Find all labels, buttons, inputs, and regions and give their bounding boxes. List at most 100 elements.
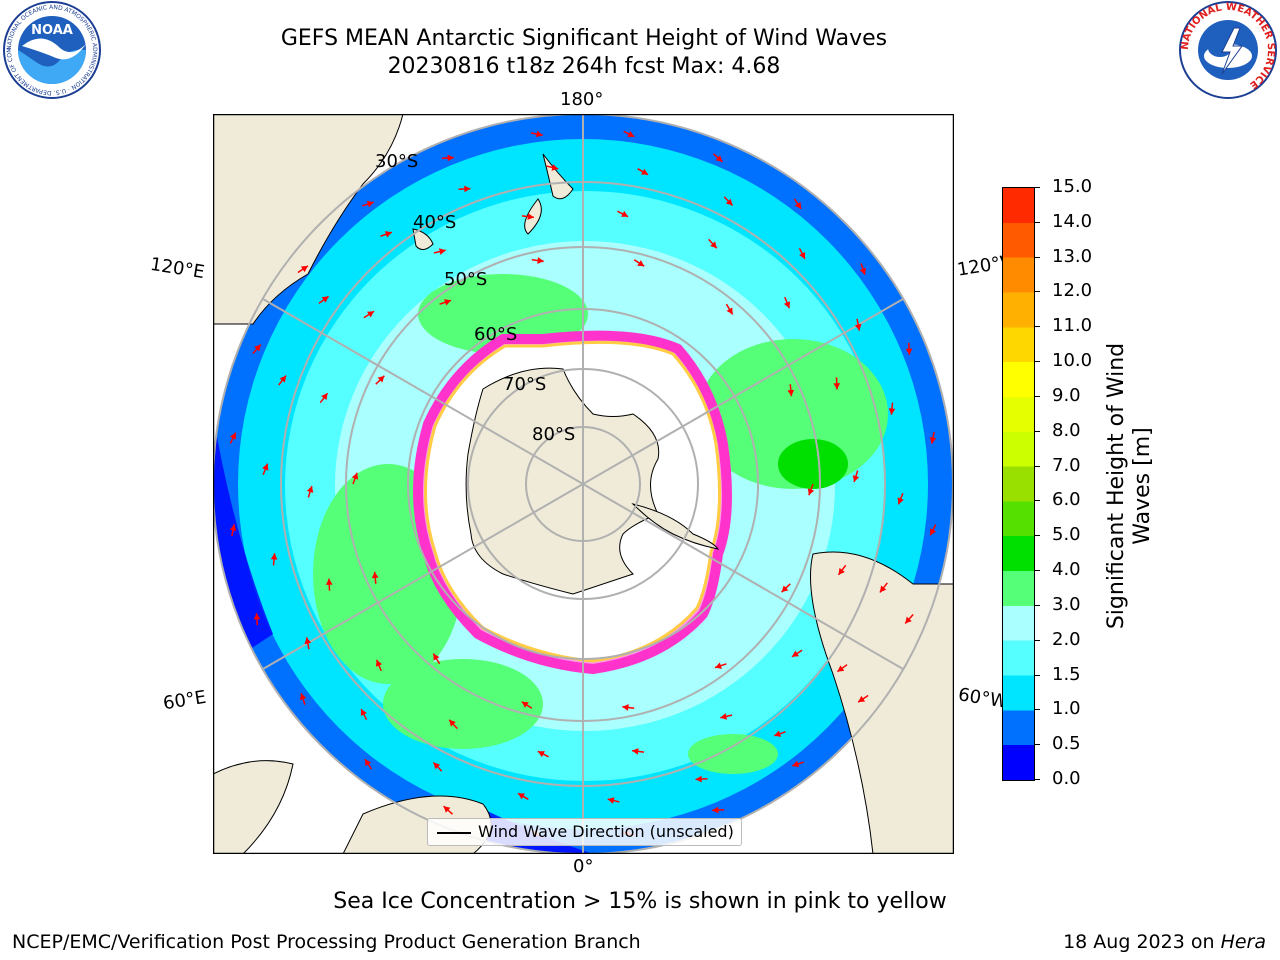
wind-arrow-head [781, 585, 789, 593]
tasmania-landmass [412, 228, 434, 250]
colorbar-tick: 7.0 [1034, 455, 1081, 476]
wind-arrow-head [838, 567, 845, 575]
wind-arrow-head [279, 375, 287, 383]
wind-arrow-head [774, 730, 782, 737]
wind-arrow-head [306, 486, 314, 493]
wind-arrow-head [888, 408, 896, 415]
colorbar [1002, 187, 1035, 781]
colorbar-tick: 6.0 [1034, 489, 1081, 510]
lat-label-80s: 80°S [532, 424, 576, 445]
wind-arrow-head [622, 704, 629, 711]
wind-arrow-head [858, 695, 866, 703]
footer-machine: Hera [1220, 931, 1266, 953]
africa-landmass [213, 760, 294, 854]
colorbar-tick: 13.0 [1034, 246, 1092, 267]
wind-arrow-head [537, 257, 544, 264]
new-zealand-landmass [542, 153, 574, 200]
wind-arrow-head [443, 806, 451, 813]
colorbar-tick: 2.0 [1034, 629, 1081, 650]
wind-arrow-head [321, 393, 328, 401]
wind-arrow-head [229, 524, 237, 532]
wind-wave-arrows [229, 130, 937, 838]
nws-logo-icon: NATIONAL WEATHER SERVICE [1179, 1, 1277, 99]
wind-arrow-head [321, 296, 329, 303]
wind-arrow-head [521, 701, 529, 708]
wind-arrow-head [799, 251, 806, 259]
antarctic-peninsula [631, 503, 720, 550]
wind-arrow-head [364, 759, 372, 767]
wind-arrow-head [366, 200, 374, 208]
wind-arrow-head [375, 659, 383, 667]
sea-ice-note: Sea Ice Concentration > 15% is shown in … [333, 889, 947, 914]
wind-arrow-head [377, 375, 385, 383]
lat-label-30s: 30°S [375, 151, 419, 172]
wind-arrow-head [384, 231, 392, 238]
antarctica-landmass [465, 367, 660, 595]
wind-arrow-head [929, 436, 937, 444]
wind-arrow-head [433, 762, 441, 770]
colorbar-tick: 0.5 [1034, 733, 1081, 754]
lat-label-50s: 50°S [444, 269, 488, 290]
wind-arrow-head [879, 585, 887, 593]
wind-arrow-head [517, 793, 525, 800]
lat-label-70s: 70°S [503, 374, 547, 395]
wind-arrow-head [807, 488, 815, 496]
colorbar-tick: 9.0 [1034, 385, 1081, 406]
wind-arrow-head [447, 154, 454, 162]
colorbar-label-line1: Significant Height of Wind [1104, 342, 1129, 630]
colorbar-tick: 1.0 [1034, 698, 1081, 719]
noaa-logo-text: NOAA [31, 23, 73, 38]
wind-arrow-head [464, 185, 471, 193]
wind-arrow-head [300, 265, 308, 273]
legend-line-swatch [437, 832, 471, 834]
wind-arrow-head [254, 344, 261, 352]
legend-label: Wind Wave Direction (unscaled) [478, 822, 734, 841]
wind-arrow-head [791, 650, 799, 657]
polar-map [213, 114, 954, 854]
wind-arrow-head [367, 311, 375, 318]
wind-arrow-head [351, 472, 359, 480]
lon-label-0: 0° [573, 856, 594, 877]
wind-arrow-head [695, 775, 702, 783]
wind-arrow-head [627, 130, 635, 137]
wind-arrow-head [449, 719, 456, 727]
map-legend: Wind Wave Direction (unscaled) [427, 818, 742, 846]
wind-arrow-head [360, 709, 367, 717]
colorbar-tick: 15.0 [1034, 176, 1092, 197]
colorbar-label-line2: Waves [m] [1130, 427, 1155, 545]
colorbar-tick: 10.0 [1034, 350, 1092, 371]
wind-arrow-head [304, 637, 312, 645]
wind-arrow-head [930, 528, 937, 536]
wind-arrow-head [433, 653, 440, 661]
colorbar-tick: 8.0 [1034, 420, 1081, 441]
colorbar-tick: 5.0 [1034, 524, 1081, 545]
wind-arrow-head [720, 713, 728, 720]
wind-arrow-head [527, 213, 534, 220]
wind-arrow-head [637, 260, 645, 267]
wind-arrow-head [371, 571, 379, 579]
wind-arrow-head [325, 578, 333, 585]
footer-date-text: 18 Aug 2023 on [1063, 931, 1215, 953]
wind-arrow-head [859, 267, 867, 275]
wind-arrow-head [710, 241, 717, 249]
wind-arrow-head [299, 693, 307, 701]
wind-arrow-head [794, 201, 802, 209]
wind-arrow-head [438, 248, 446, 255]
wind-arrow-head [854, 323, 862, 331]
wind-arrow-head [897, 497, 904, 505]
wind-arrow-head [270, 553, 278, 560]
footer-credit: NCEP/EMC/Verification Post Processing Pr… [12, 931, 641, 953]
colorbar-tick: 3.0 [1034, 594, 1081, 615]
wind-arrow-head [715, 155, 723, 162]
wind-arrow-head [726, 307, 733, 315]
colorbar-tick: 14.0 [1034, 211, 1092, 232]
wind-arrow-head [607, 797, 615, 804]
wind-arrow-head [725, 198, 733, 206]
wind-arrow-head [621, 210, 629, 217]
map-title: GEFS MEAN Antarctic Significant Height o… [280, 26, 888, 51]
footer-date: 18 Aug 2023 on Hera [1063, 931, 1266, 953]
colorbar-tick: 0.0 [1034, 768, 1081, 789]
wind-arrow-head [535, 130, 543, 138]
colorbar-tick: 12.0 [1034, 280, 1092, 301]
wind-arrow-head [837, 665, 845, 672]
